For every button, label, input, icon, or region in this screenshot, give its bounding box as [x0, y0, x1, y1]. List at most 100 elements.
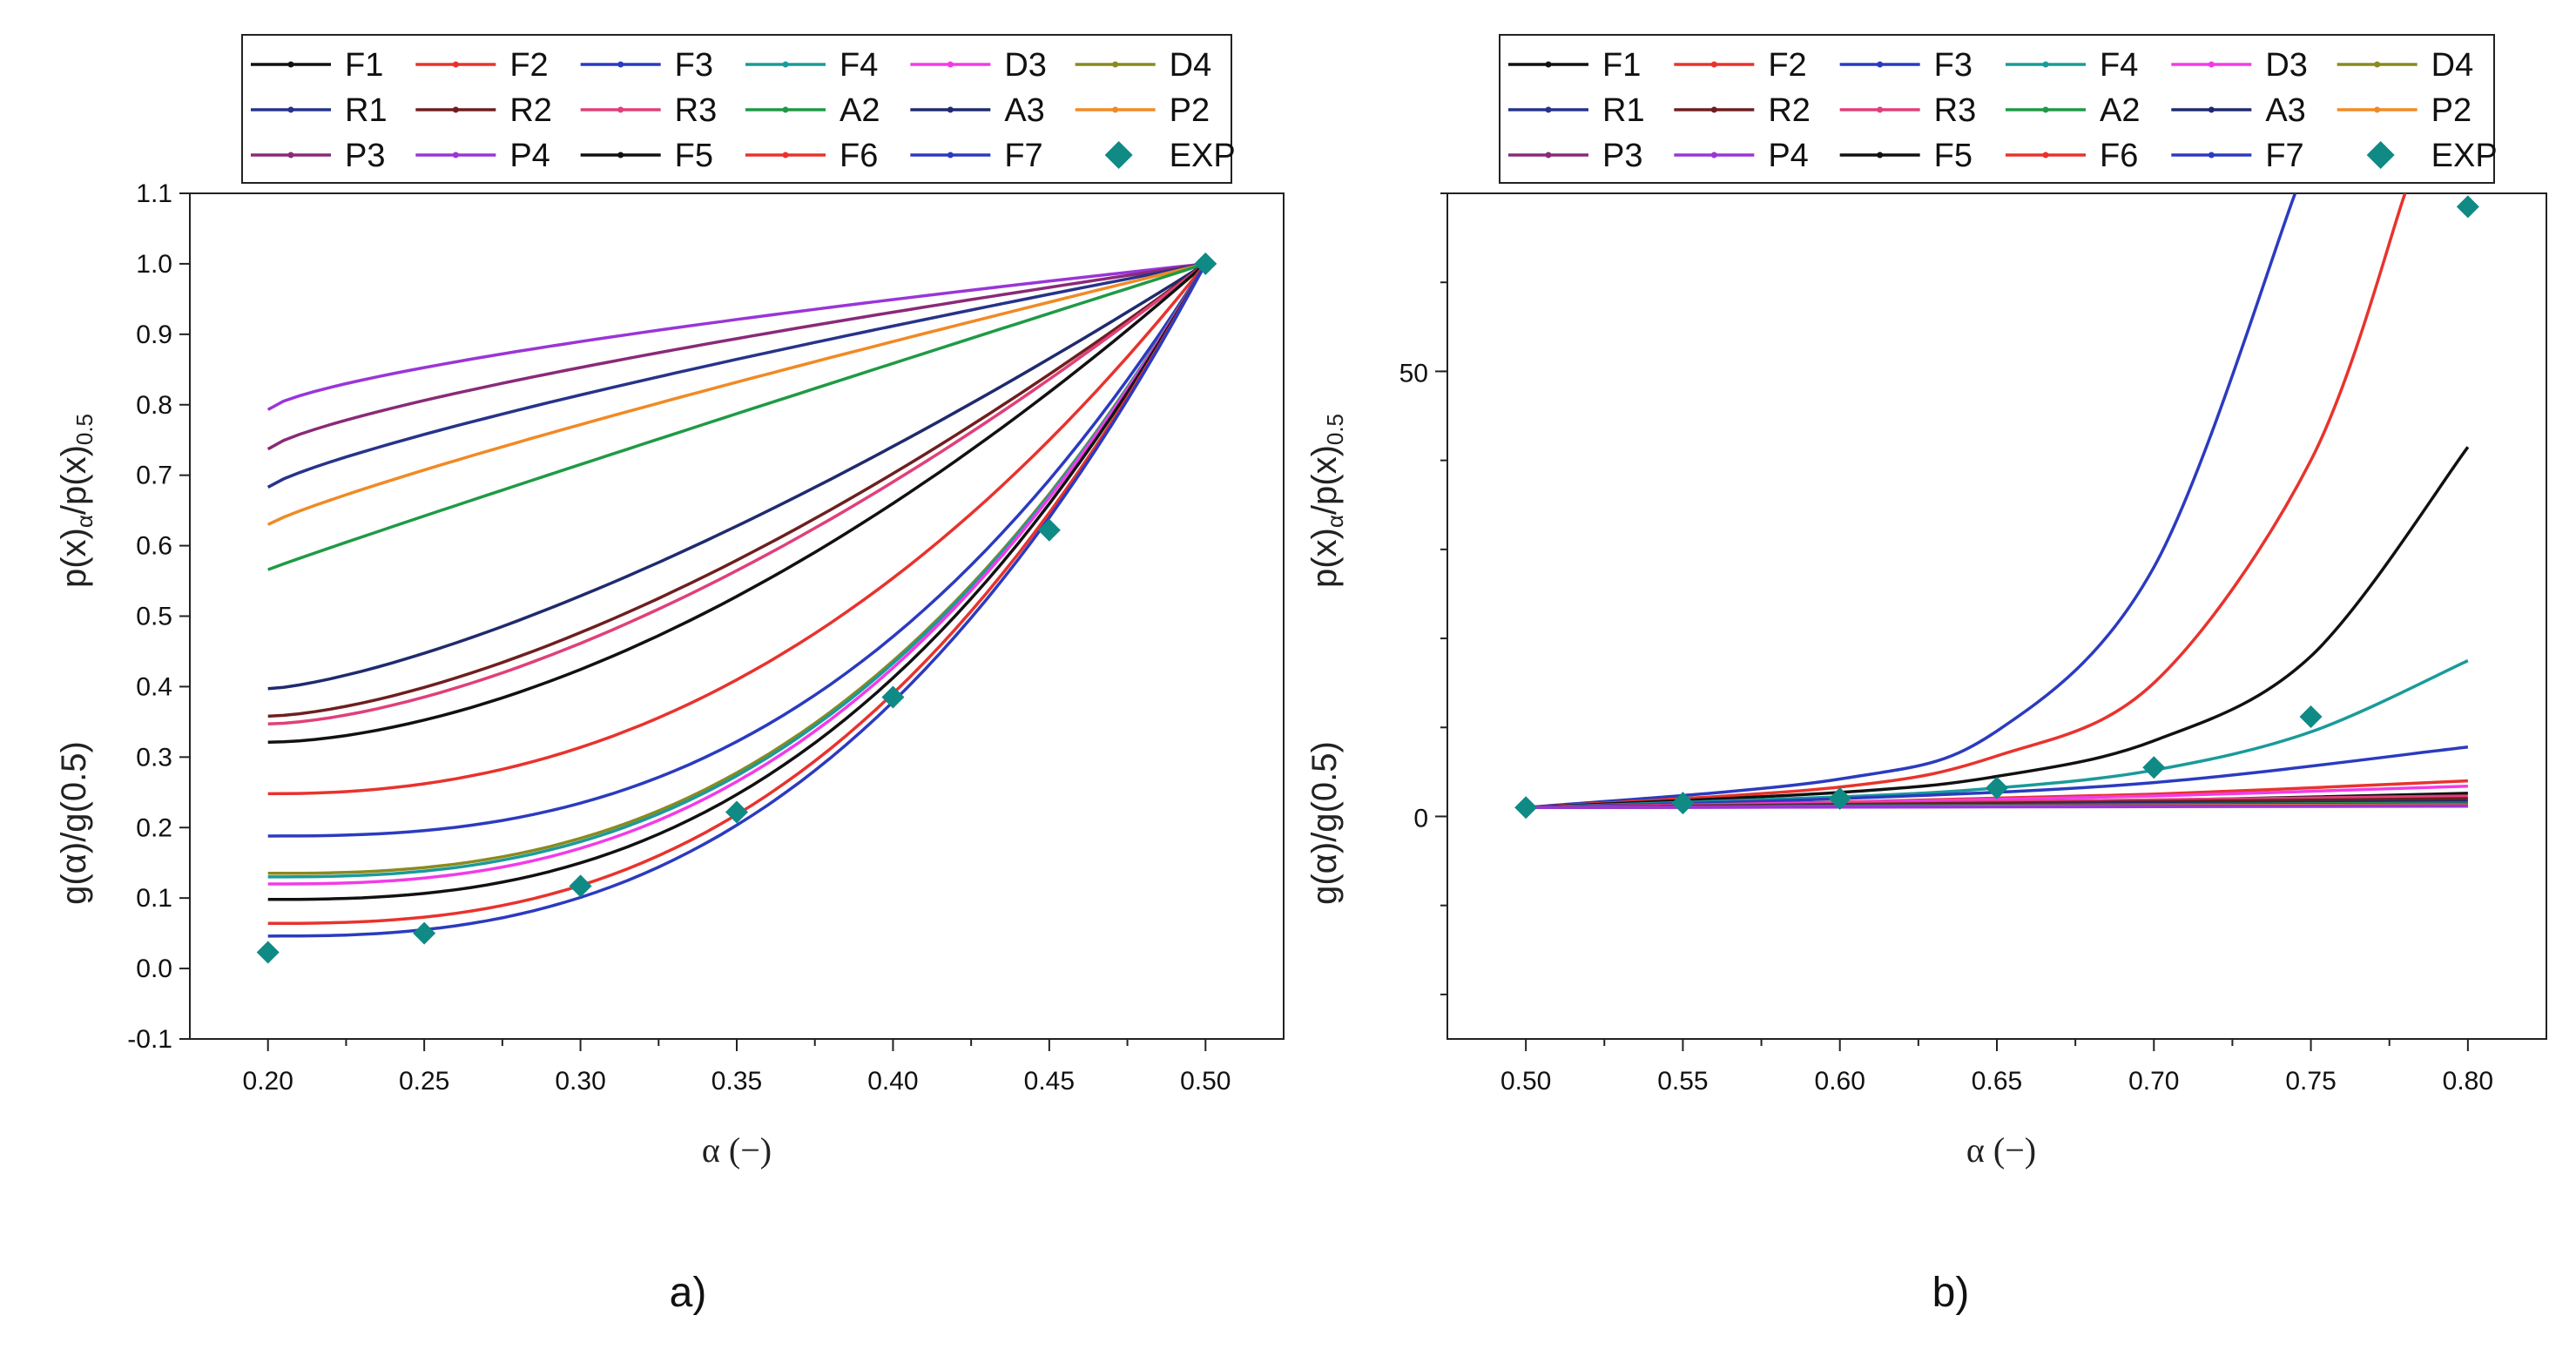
legend-label-d3: D3 [2265, 47, 2308, 84]
legend-dot-a3 [947, 106, 954, 113]
x-tick-label: 0.30 [555, 1067, 605, 1096]
legend-label-f3: F3 [675, 47, 713, 84]
legend-label-p4: P4 [509, 138, 550, 174]
y-axis-label-top-b: p(x)α/p(x)0.5 [1305, 414, 1348, 588]
legend-label-f5: F5 [675, 138, 713, 174]
legend-dot-r2 [452, 106, 459, 113]
series-line-p4 [1526, 804, 2468, 810]
y-tick-label: 0 [1413, 804, 1428, 833]
y-tick-label: 0.4 [136, 672, 172, 701]
series-line-p2 [266, 262, 1206, 526]
panel-label-b: b) [1932, 1270, 1970, 1316]
legend-label-f7: F7 [2265, 138, 2303, 174]
legend-label-f2: F2 [1768, 47, 1806, 84]
legend-dot-p2 [1112, 106, 1119, 113]
legend-dot-p4 [1710, 152, 1717, 159]
legend-label-d4: D4 [2431, 47, 2474, 84]
legend-box [1499, 34, 2495, 184]
exp-point [2142, 756, 2166, 779]
exp-point [1828, 787, 1851, 811]
exp-point [256, 941, 280, 964]
legend-dot-p3 [287, 152, 294, 159]
x-tick-label: 0.20 [243, 1067, 293, 1096]
legend-dot-r3 [617, 106, 624, 113]
legend-label-p3: P3 [1602, 138, 1642, 174]
legend-label-f4: F4 [2100, 47, 2138, 84]
legend-dot-p3 [1545, 152, 1552, 159]
series-line-f6 [1525, 193, 2407, 810]
legend-dot-f6 [782, 152, 789, 159]
legend-dot-f3 [1877, 61, 1884, 68]
series-line-f2 [267, 262, 1207, 796]
legend-label-f1: F1 [1602, 47, 1641, 84]
legend-label-a2: A2 [840, 92, 880, 129]
y-tick-label: 0.2 [136, 813, 172, 842]
legend-dot-d4 [1112, 61, 1119, 68]
y-tick-label: 1.0 [136, 250, 172, 279]
series-line-f4 [267, 263, 1207, 879]
series-line-p3 [266, 262, 1206, 451]
legend-label-f6: F6 [2100, 138, 2138, 174]
legend-label-f3: F3 [1934, 47, 1972, 84]
x-tick-label: 0.70 [2128, 1067, 2179, 1096]
x-tick-label: 0.80 [2443, 1067, 2493, 1096]
legend-label-d4: D4 [1170, 47, 1212, 84]
legend-label-exp: EXP [1170, 138, 1236, 174]
legend-label-r2: R2 [1768, 92, 1811, 129]
legend-dot-f2 [1710, 61, 1717, 68]
legend-label-r1: R1 [1602, 92, 1645, 129]
panel-label-a: a) [670, 1270, 707, 1316]
legend-label-f5: F5 [1934, 138, 1972, 174]
series-line-r3 [267, 262, 1207, 726]
legend-label-p3: P3 [345, 138, 385, 174]
exp-point [1514, 796, 1538, 820]
legend-label-r3: R3 [675, 92, 718, 129]
series-line-f1 [267, 262, 1207, 745]
exp-point [881, 685, 905, 709]
x-tick-label: 0.60 [1815, 1067, 1865, 1096]
y-tick-label: 0.8 [136, 391, 172, 420]
x-axis-label-b: α (−) [1966, 1130, 2036, 1170]
legend-dot-f5 [617, 152, 624, 159]
legend-label-r2: R2 [509, 92, 552, 129]
series-line-p4 [266, 262, 1206, 411]
legend-dot-r1 [1545, 106, 1552, 113]
series-line-f7 [1525, 193, 2297, 810]
x-tick-label: 0.50 [1500, 1067, 1551, 1096]
x-tick-label: 0.45 [1024, 1067, 1075, 1096]
legend-label-r3: R3 [1934, 92, 1977, 129]
legend-dot-d3 [2208, 61, 2215, 68]
series-line-r2 [267, 262, 1207, 718]
y-axis-label-bottom-b: g(α)/g(0.5) [1305, 741, 1344, 905]
legend-dot-f3 [617, 61, 624, 68]
exp-point [1194, 252, 1217, 275]
legend-dot-r3 [1877, 106, 1884, 113]
y-tick-label: -0.1 [127, 1025, 172, 1054]
x-tick-label: 0.75 [2285, 1067, 2336, 1096]
exp-point [413, 921, 436, 945]
legend-dot-f7 [947, 152, 954, 159]
series-line-a2 [267, 262, 1206, 571]
x-tick-label: 0.50 [1180, 1067, 1231, 1096]
legend-label-a3: A3 [1004, 92, 1044, 129]
legend-dot-p4 [452, 152, 459, 159]
y-tick-label: 0.6 [136, 532, 172, 561]
legend-dot-f4 [782, 61, 789, 68]
x-tick-label: 0.25 [399, 1067, 449, 1096]
y-tick-label: 0.5 [136, 603, 172, 631]
legend-dot-r2 [1710, 106, 1717, 113]
legend-label-f7: F7 [1004, 138, 1042, 174]
legend-dot-f4 [2042, 61, 2049, 68]
legend-dot-p2 [2374, 106, 2381, 113]
y-tick-label: 0.0 [136, 954, 172, 983]
y-tick-label: 0.7 [136, 462, 172, 490]
y-axis-label-top-a: p(x)α/p(x)0.5 [55, 414, 98, 588]
series-line-r1 [266, 262, 1206, 489]
exp-point [2456, 195, 2479, 219]
series-line-d3 [267, 263, 1207, 886]
panel-b: 0 50 0.50 0.55 0.60 0.65 0.70 0.75 0.80 p(x)α/p… [1305, 34, 2547, 1316]
legend-label-p2: P2 [2431, 92, 2471, 129]
legend-dot-f5 [1877, 152, 1884, 159]
legend-label-a3: A3 [2265, 92, 2305, 129]
